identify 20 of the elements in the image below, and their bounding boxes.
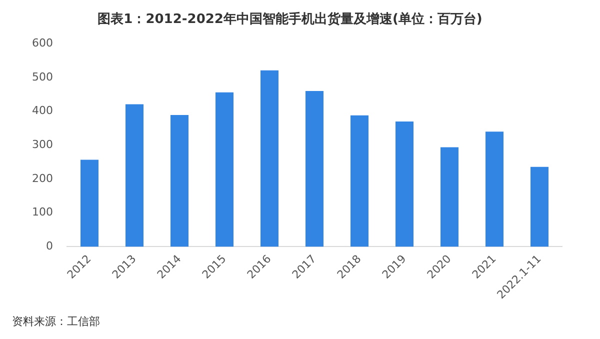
y-tick-label: 300 — [32, 138, 53, 152]
bar — [215, 92, 234, 247]
y-tick-label: 0 — [46, 240, 53, 253]
bar — [350, 115, 368, 247]
bar — [170, 115, 188, 247]
bar — [306, 91, 324, 247]
bar — [80, 160, 98, 247]
bar — [440, 147, 458, 247]
bar — [486, 132, 504, 247]
chart-title: 图表1：2012-2022年中国智能手机出货量及增速(单位：百万台) — [98, 11, 482, 28]
bar — [530, 166, 548, 247]
y-tick-label: 200 — [32, 172, 53, 185]
bar — [396, 121, 414, 247]
y-tick-label: 100 — [32, 206, 53, 219]
text: 资料来源：工信部 — [12, 314, 101, 329]
y-tick-label: 600 — [32, 36, 53, 50]
y-tick-label: 500 — [32, 70, 53, 84]
bar — [260, 70, 278, 247]
y-tick-label: 400 — [32, 104, 53, 118]
bar — [125, 104, 144, 247]
